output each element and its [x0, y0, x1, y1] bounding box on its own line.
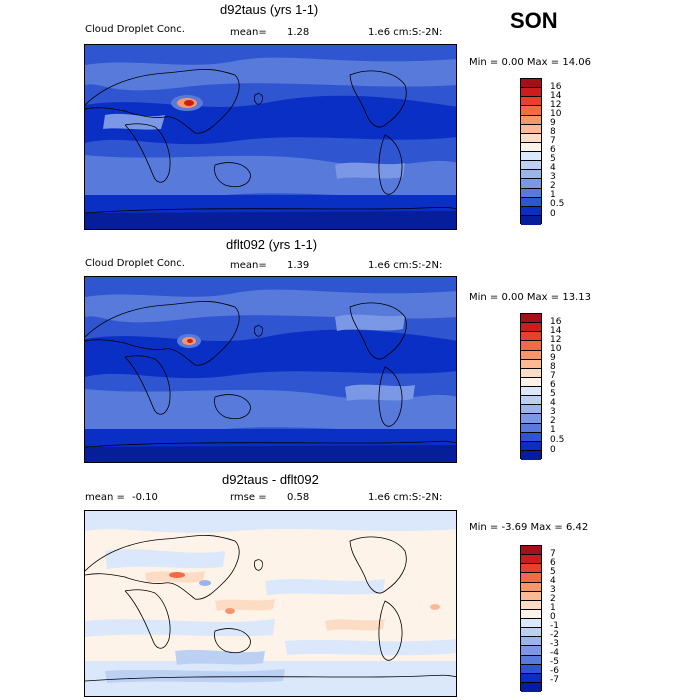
panel-1-tick: 3	[550, 172, 556, 182]
panel-1-tick: 16	[550, 82, 562, 92]
panel-2-map-field	[85, 277, 456, 462]
panel-1-mean-label: mean=	[230, 27, 267, 38]
panel-2-tick: 7	[550, 371, 556, 381]
panel-2-range-text: Min = 0.00 Max = 13.13	[469, 292, 591, 303]
panel-2-tick: 14	[550, 326, 562, 336]
panel-1-title: d92taus (yrs 1-1)	[220, 2, 319, 17]
panel-1-tick: 9	[550, 118, 556, 128]
panel-1-tick: 4	[550, 163, 556, 173]
panel-2-tick: 4	[550, 398, 556, 408]
panel-3-tick: 0	[550, 612, 556, 622]
panel-3-rmse-label: rmse =	[230, 492, 267, 503]
panel-2-tick: 6	[550, 380, 556, 390]
panel-1-tick: 10	[550, 109, 562, 119]
panel-3-tick: 5	[550, 567, 556, 577]
panel-1-mean-value: 1.28	[287, 27, 310, 38]
panel-1-colorbar	[520, 78, 542, 225]
panel-3-range-text: Min = -3.69 Max = 6.42	[469, 522, 589, 533]
panel-2-variable-label: Cloud Droplet Conc.	[85, 258, 185, 269]
season-label: SON	[510, 8, 558, 33]
panel-2-mean-value: 1.39	[287, 260, 310, 271]
panel-3-tick: -6	[550, 666, 559, 676]
panel-2-map	[84, 276, 457, 463]
panel-1-tick: 1	[550, 190, 556, 200]
panel-3-tick: -5	[550, 657, 559, 667]
panel-2-units-label: 1.e6 cm:S:-2N:	[368, 260, 443, 271]
panel-3-tick: 6	[550, 558, 556, 568]
panel-2-tick: 1	[550, 425, 556, 435]
panel-2-tick: 12	[550, 335, 562, 345]
panel-3-tick: 1	[550, 603, 556, 613]
panel-1-tick: 8	[550, 127, 556, 137]
panel-3-tick: -4	[550, 648, 559, 658]
panel-1-tick: 5	[550, 154, 556, 164]
panel-1-tick: 2	[550, 181, 556, 191]
panel-2-tick: 0	[550, 445, 556, 455]
panel-2-colorbar	[520, 313, 542, 460]
panel-1-tick: 0.5	[550, 199, 565, 209]
panel-2-tick: 5	[550, 389, 556, 399]
panel-3-map-field	[85, 511, 456, 696]
panel-2-tick: 0.5	[550, 435, 565, 445]
panel-1-tick: 0	[550, 209, 556, 219]
panel-2-mean-label: mean=	[230, 260, 267, 271]
panel-3-tick: 7	[550, 549, 556, 559]
panel-1-units-label: 1.e6 cm:S:-2N:	[368, 27, 443, 38]
panel-3-tick: -1	[550, 621, 559, 631]
panel-2-title: dflt092 (yrs 1-1)	[226, 237, 318, 252]
panel-1-tick: 14	[550, 91, 562, 101]
panel-3-tick: 4	[550, 576, 556, 586]
panel-1-map	[84, 44, 457, 230]
panel-1-tick: 6	[550, 145, 556, 155]
panel-3-colorbar	[520, 545, 542, 692]
panel-1-map-field	[85, 45, 456, 229]
panel-3-tick: -3	[550, 639, 559, 649]
panel-3-map	[84, 510, 457, 697]
panel-2-tick: 9	[550, 353, 556, 363]
panel-2-tick: 2	[550, 416, 556, 426]
panel-3-tick: -7	[550, 675, 559, 685]
panel-3-mean-value: -0.10	[132, 492, 158, 503]
panel-3-mean-label: mean =	[85, 492, 125, 503]
panel-2-tick: 8	[550, 362, 556, 372]
panel-3-units-label: 1.e6 cm:S:-2N:	[368, 492, 443, 503]
panel-3-tick: 3	[550, 585, 556, 595]
panel-2-tick: 3	[550, 407, 556, 417]
panel-3-tick: 2	[550, 594, 556, 604]
panel-1-range-text: Min = 0.00 Max = 14.06	[469, 57, 591, 68]
panel-3-tick: -2	[550, 630, 559, 640]
panel-2-tick: 16	[550, 317, 562, 327]
panel-2-tick: 10	[550, 344, 562, 354]
panel-1-tick: 7	[550, 136, 556, 146]
panel-3-title: d92taus - dflt092	[222, 472, 319, 487]
panel-3-rmse-value: 0.58	[287, 492, 310, 503]
panel-1-tick: 12	[550, 100, 562, 110]
panel-1-variable-label: Cloud Droplet Conc.	[85, 24, 185, 35]
